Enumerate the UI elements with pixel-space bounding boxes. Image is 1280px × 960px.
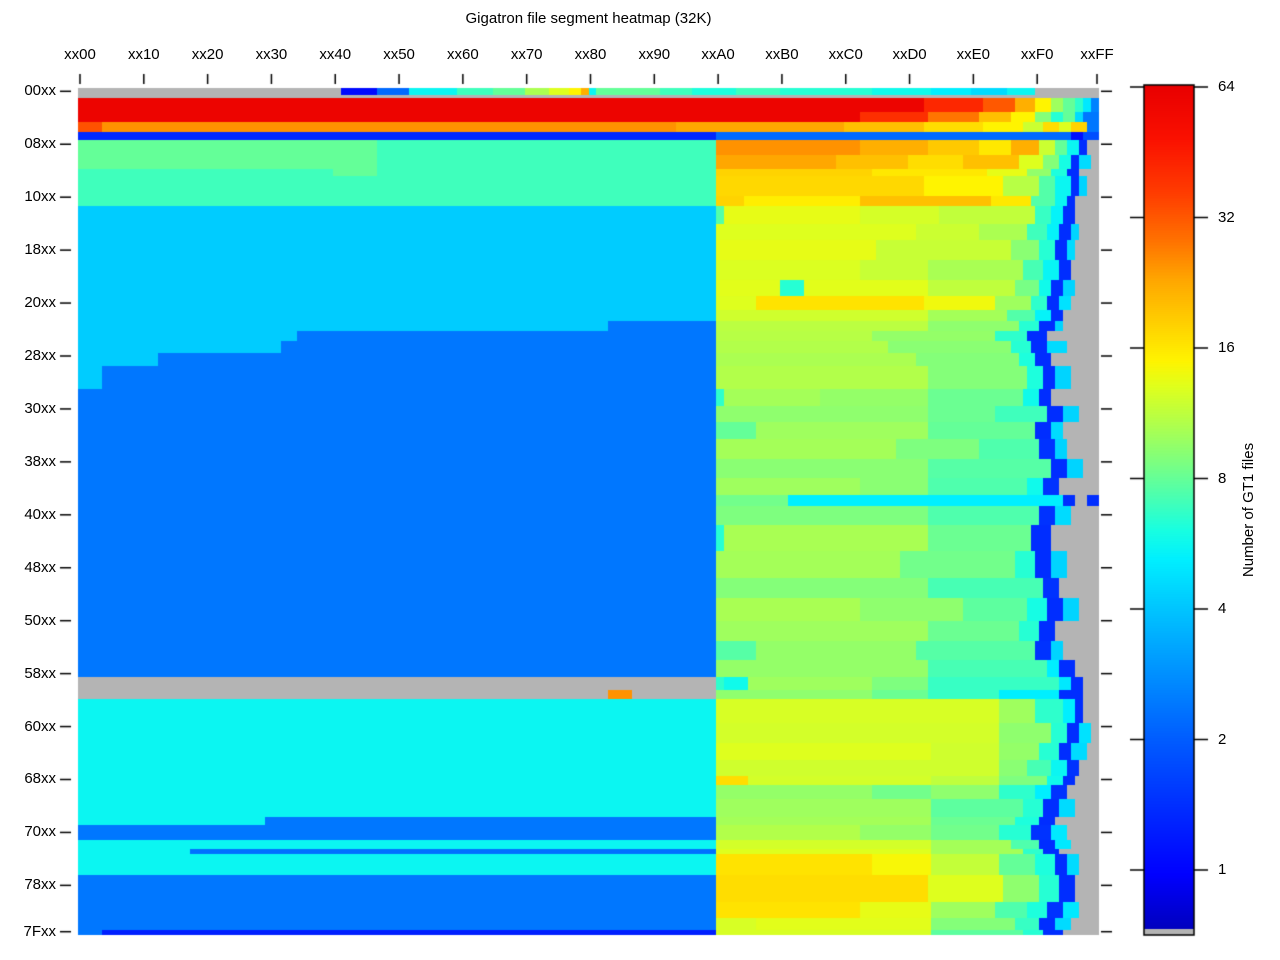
- y-tick-label: 78xx: [24, 876, 56, 894]
- y-tick-label: 10xx: [24, 188, 56, 206]
- x-tick-label: xxD0: [892, 46, 927, 63]
- y-tick-label: 18xx: [24, 241, 56, 259]
- x-tick-label: xx70: [510, 46, 543, 63]
- x-tick-label: xx20: [191, 46, 224, 63]
- x-tick-label: xxFF: [1080, 46, 1114, 63]
- x-tick-label: xx50: [383, 46, 415, 63]
- y-tick-label: 38xx: [24, 452, 56, 470]
- x-tick-label: xx90: [638, 46, 671, 63]
- colorbar-tick-label: 64: [1218, 78, 1235, 95]
- y-tick-label: 60xx: [24, 717, 56, 735]
- x-tick-label: xxF0: [1020, 46, 1054, 63]
- x-tick-label: xx30: [255, 46, 288, 63]
- y-tick-label: 68xx: [24, 770, 56, 788]
- x-tick-label: xxB0: [765, 46, 799, 63]
- x-tick-label: xx10: [127, 46, 160, 63]
- y-tick-label: 40xx: [24, 505, 56, 523]
- colorbar-tick-label: 1: [1218, 861, 1227, 878]
- x-tick-label: xxC0: [828, 46, 863, 63]
- chart-title: Gigatron file segment heatmap (32K): [465, 10, 712, 27]
- x-tick-label: xx80: [574, 46, 607, 63]
- y-tick-label: 00xx: [24, 82, 56, 100]
- y-tick-label: 50xx: [24, 611, 56, 629]
- y-tick-label: 28xx: [24, 346, 56, 364]
- x-tick-label: xxA0: [701, 46, 735, 63]
- colorbar-tick-label: 16: [1218, 339, 1235, 356]
- y-tick-label: 48xx: [24, 558, 56, 576]
- colorbar-tick-label: 2: [1218, 730, 1227, 748]
- y-tick-label: 30xx: [24, 399, 56, 417]
- x-tick-label: xx00: [64, 46, 96, 63]
- y-tick-label: 70xx: [24, 823, 56, 841]
- x-tick-label: xx60: [447, 46, 479, 63]
- colorbar-axis-label: Number of GT1 files: [1240, 442, 1257, 578]
- colorbar-tick-label: 32: [1218, 208, 1235, 226]
- y-tick-label: 08xx: [24, 135, 56, 153]
- x-tick-label: xxE0: [956, 46, 991, 63]
- y-tick-label: 58xx: [24, 664, 56, 682]
- y-tick-label: 20xx: [24, 294, 56, 312]
- colorbar-tick-label: 8: [1218, 469, 1227, 487]
- y-tick-label: 7Fxx: [23, 922, 56, 940]
- colorbar-tick-label: 4: [1218, 600, 1227, 617]
- x-tick-label: xx40: [319, 46, 352, 63]
